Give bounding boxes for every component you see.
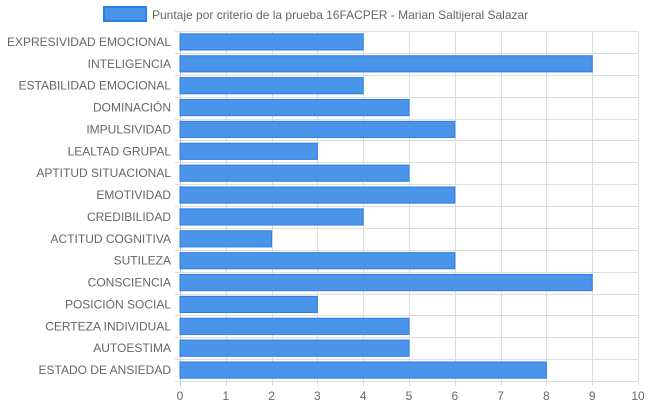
x-tick-label: 9 [589,389,596,403]
bar[interactable] [179,361,547,379]
category-label: INTELIGENCIA [88,57,171,71]
bar[interactable] [179,295,318,314]
x-tick-label: 5 [406,389,413,403]
category-label: CONSCIENCIA [88,276,171,290]
category-label: POSICIÓN SOCIAL [65,296,171,311]
x-tick-label: 4 [360,389,367,403]
category-label: IMPULSIVIDAD [86,122,171,136]
bar[interactable] [179,33,364,51]
category-label: ESTABILIDAD EMOCIONAL [19,79,172,93]
x-tick-label: 1 [222,389,229,403]
bar[interactable] [179,186,456,204]
x-axis-ticks: 0 1 2 3 4 5 6 7 8 9 10 [177,389,645,403]
grid [175,31,639,386]
bar[interactable] [179,98,410,117]
legend-swatch [103,6,147,22]
bar[interactable] [179,120,456,139]
bar[interactable] [179,208,364,226]
bar[interactable] [179,77,364,95]
bar[interactable] [179,317,410,335]
x-tick-label: 10 [631,389,645,403]
category-label: APTITUD SITUACIONAL [36,166,171,180]
bar[interactable] [179,339,410,357]
bar[interactable] [179,142,318,160]
x-tick-label: 6 [451,389,458,403]
legend-label: Puntaje por criterio de la prueba 16FACP… [152,8,528,22]
category-label: DOMINACIÓN [93,100,171,115]
bar[interactable] [179,273,593,292]
x-tick-label: 7 [497,389,504,403]
category-label: ESTADO DE ANSIEDAD [39,363,172,377]
category-labels: EXPRESIVIDAD EMOCIONAL INTELIGENCIA ESTABI… [7,35,171,377]
category-label: SUTILEZA [114,254,171,268]
bar[interactable] [179,252,456,270]
bar[interactable] [179,230,273,248]
bars [179,33,593,379]
category-label: EMOTIVIDAD [96,188,171,202]
category-label: LEALTAD GRUPAL [68,144,172,158]
x-tick-label: 2 [268,389,275,403]
category-label: ACTITUD COGNITIVA [51,232,171,246]
category-label: CREDIBILIDAD [87,210,171,224]
category-label: EXPRESIVIDAD EMOCIONAL [7,35,171,49]
x-tick-label: 8 [543,389,550,403]
category-label: CERTEZA INDIVIDUAL [45,319,171,333]
x-tick-label: 0 [177,389,184,403]
category-label: AUTOESTIMA [93,341,171,355]
x-tick-label: 3 [314,389,321,403]
legend[interactable]: Puntaje por criterio de la prueba 16FACP… [103,6,528,22]
bar[interactable] [179,55,593,73]
bar[interactable] [179,164,410,182]
